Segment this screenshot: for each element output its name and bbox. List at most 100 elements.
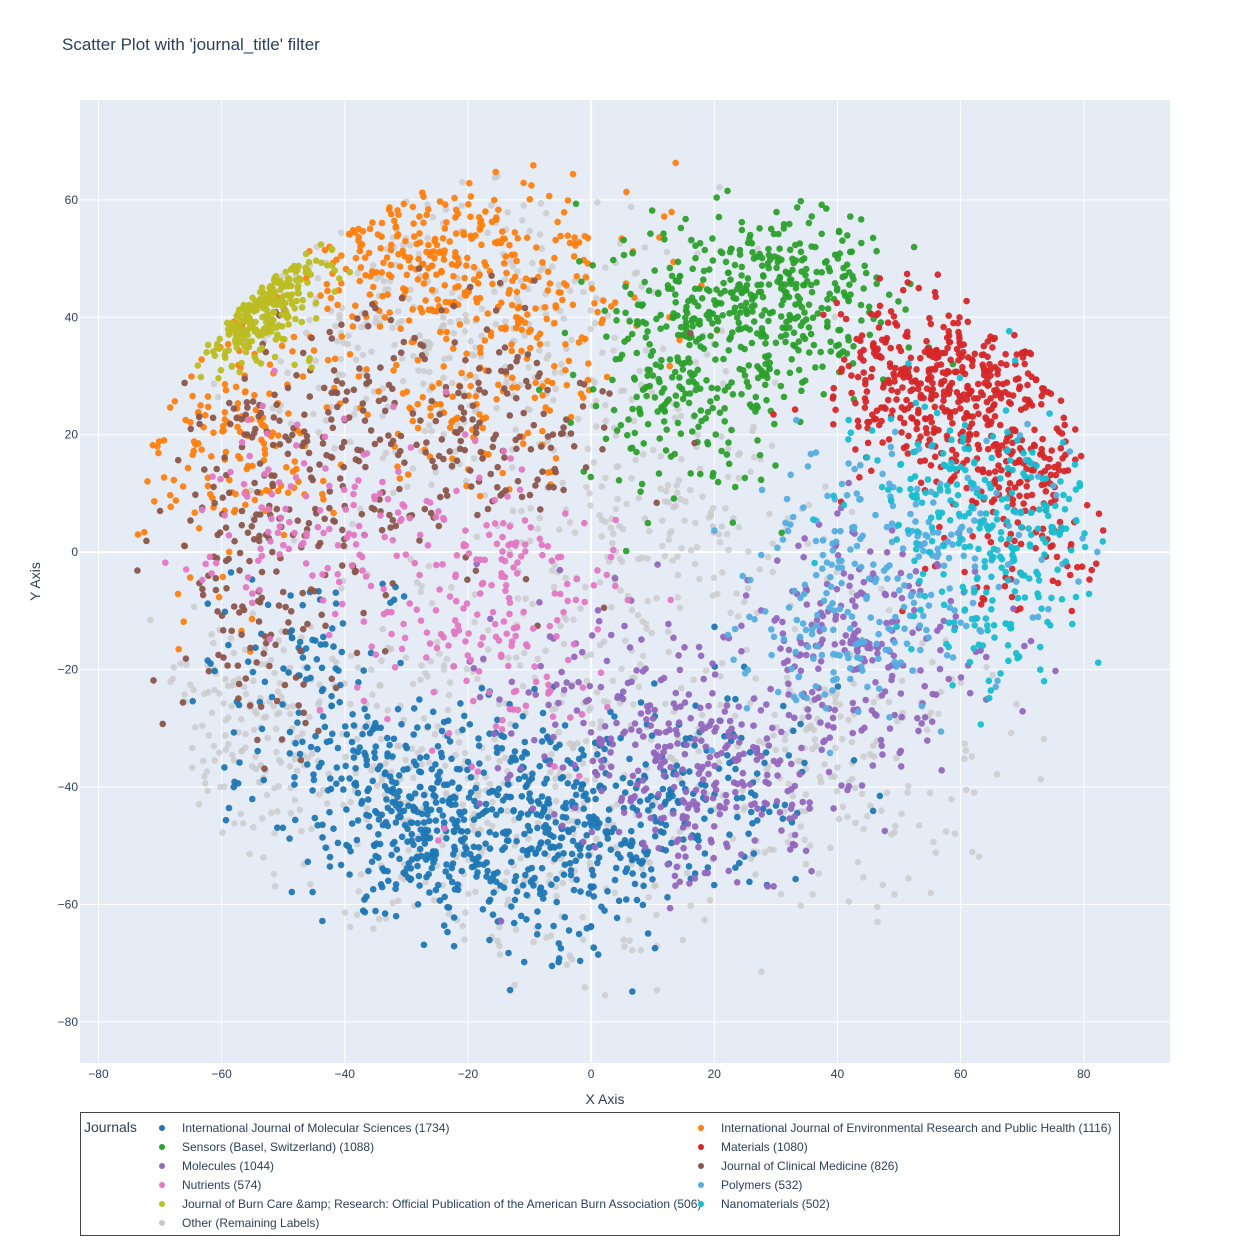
data-point: [389, 799, 396, 806]
data-point: [438, 267, 445, 275]
data-point: [513, 888, 521, 895]
data-point: [629, 988, 636, 995]
data-point: [461, 851, 468, 858]
data-point: [395, 787, 403, 795]
data-point: [717, 248, 724, 255]
data-point: [414, 862, 421, 870]
data-point: [917, 667, 924, 674]
data-point: [630, 374, 638, 382]
data-point: [873, 280, 880, 288]
data-point: [532, 305, 539, 312]
data-point: [689, 265, 696, 273]
data-point: [341, 723, 349, 730]
data-point: [658, 356, 665, 364]
data-point: [238, 631, 245, 638]
data-point: [763, 771, 771, 779]
data-point: [785, 680, 792, 688]
data-point: [774, 557, 781, 564]
data-point: [446, 354, 453, 362]
data-point: [721, 418, 728, 425]
data-point: [195, 525, 203, 532]
data-point: [417, 417, 424, 424]
data-point: [701, 246, 709, 254]
data-point: [492, 168, 500, 176]
data-point: [230, 405, 238, 412]
data-point: [170, 476, 178, 484]
data-point: [1028, 491, 1036, 499]
data-point: [574, 842, 581, 849]
data-point: [574, 415, 582, 423]
data-point: [373, 782, 381, 789]
data-point: [167, 678, 174, 686]
data-point: [1078, 563, 1086, 570]
data-point: [787, 805, 795, 812]
data-point: [277, 759, 285, 766]
data-point: [333, 256, 340, 264]
data-point: [338, 775, 345, 782]
data-point: [579, 760, 587, 767]
data-point: [695, 643, 703, 651]
data-point: [743, 646, 750, 654]
data-point: [677, 430, 685, 438]
data-point: [547, 444, 555, 452]
data-point: [666, 356, 674, 363]
data-point: [731, 261, 739, 269]
data-point: [276, 709, 283, 717]
data-point: [316, 681, 324, 688]
scatter-plot[interactable]: −80 −60 −40 −20 0 20 40 60 80−80−60−40−200204060…: [0, 0, 1250, 1110]
data-point: [439, 314, 447, 321]
data-point: [925, 375, 932, 382]
data-point: [531, 394, 539, 402]
data-point: [478, 332, 485, 340]
data-point: [772, 746, 779, 754]
data-point: [832, 744, 839, 752]
data-point: [577, 390, 585, 398]
data-point: [993, 771, 1001, 778]
data-point: [559, 822, 566, 830]
data-point: [232, 490, 239, 498]
data-point: [573, 707, 581, 714]
data-point: [756, 250, 763, 258]
data-point: [610, 256, 617, 264]
data-point: [824, 305, 832, 313]
data-point: [587, 325, 594, 333]
data-point: [643, 703, 651, 710]
data-point: [503, 269, 510, 277]
data-point: [505, 896, 512, 904]
data-point: [343, 731, 351, 738]
data-point: [600, 604, 608, 612]
data-point: [827, 844, 834, 852]
data-point: [368, 348, 375, 356]
data-point: [750, 722, 757, 729]
data-point: [974, 466, 982, 473]
data-point: [720, 355, 727, 363]
data-point: [521, 332, 528, 340]
data-point: [834, 552, 842, 559]
data-point: [420, 367, 428, 375]
data-point: [877, 736, 885, 744]
data-point: [810, 341, 818, 349]
data-point: [589, 787, 597, 795]
data-point: [594, 859, 601, 867]
data-point: [319, 440, 327, 447]
data-point: [833, 299, 841, 307]
data-point: [508, 341, 515, 348]
data-point: [679, 815, 686, 822]
data-point: [644, 555, 651, 562]
data-point: [523, 891, 531, 899]
data-point: [679, 824, 687, 831]
data-point: [672, 392, 680, 400]
data-point: [426, 341, 434, 348]
data-point: [680, 836, 687, 843]
data-point: [952, 613, 960, 620]
data-point: [940, 617, 948, 625]
data-point: [936, 523, 943, 531]
data-point: [591, 300, 598, 307]
data-point: [283, 464, 290, 471]
data-point: [890, 313, 898, 320]
data-point: [484, 229, 491, 237]
data-point: [660, 230, 667, 237]
data-point: [835, 326, 842, 334]
data-point: [907, 387, 914, 395]
data-point: [443, 328, 451, 336]
